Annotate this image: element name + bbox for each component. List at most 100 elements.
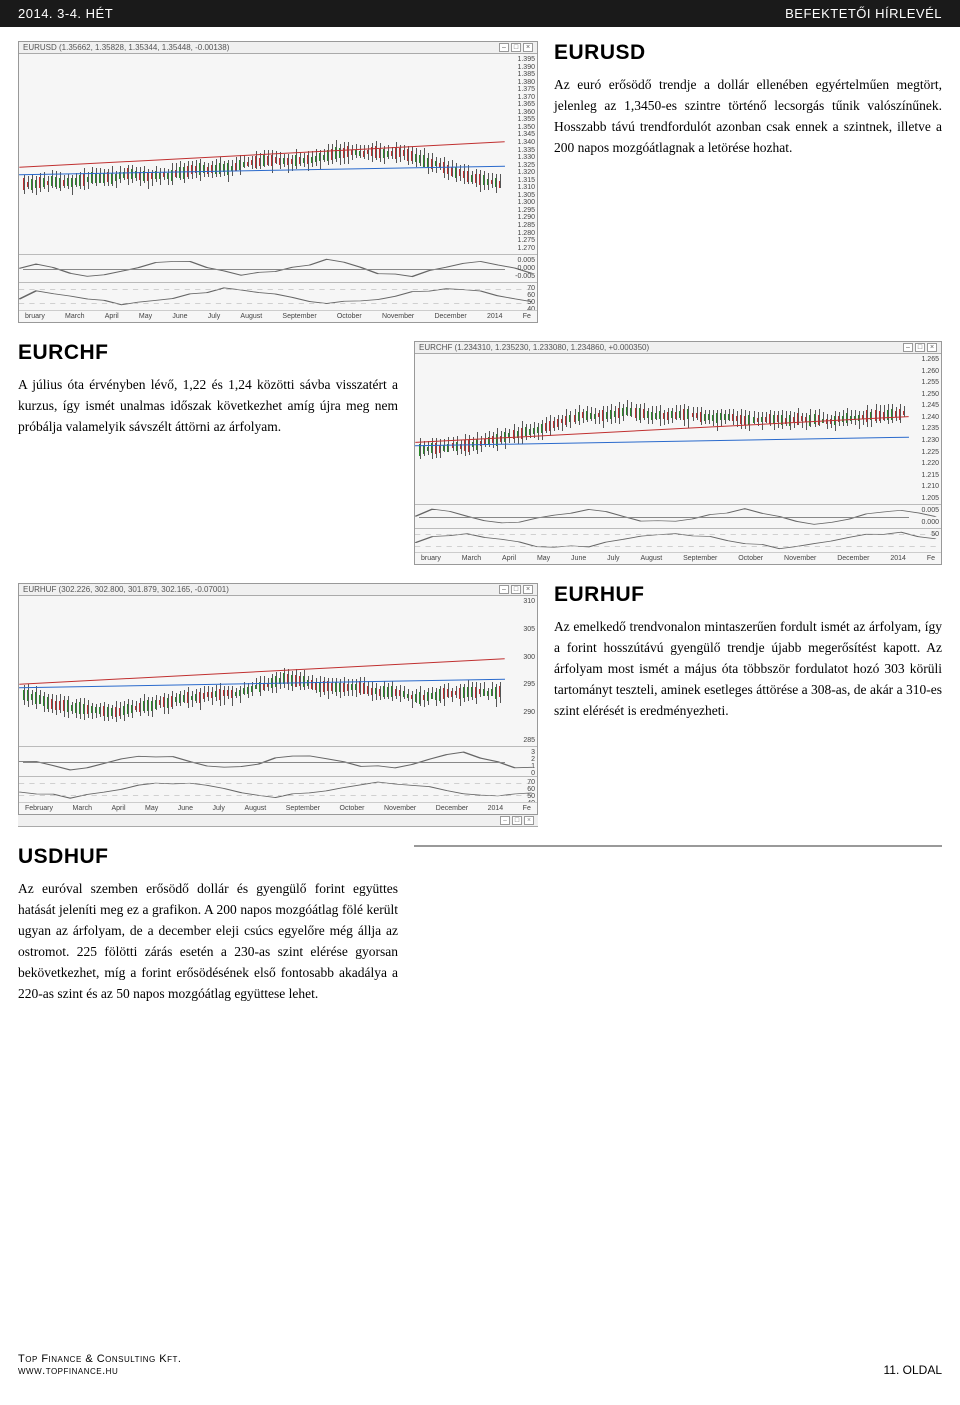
ytick-label: 1.275	[517, 237, 535, 244]
ytick-label: 2	[529, 756, 535, 763]
xtick-label: October	[337, 313, 362, 320]
window-btn: ×	[927, 343, 937, 352]
chart-titlebar: EURCHF (1.234310, 1.235230, 1.233080, 1.…	[415, 342, 941, 354]
ytick-label: 1.395	[517, 56, 535, 63]
chart-eurhuf: EURHUF (302.226, 302.800, 301.879, 302.1…	[18, 583, 538, 815]
xtick-label: November	[384, 805, 416, 812]
xtick-label: March	[462, 555, 481, 562]
xtick-label: bruary	[25, 313, 45, 320]
ytick-label: 70	[527, 779, 535, 786]
window-btn: ×	[523, 43, 533, 52]
ytick-label: 1.210	[921, 483, 939, 490]
xtick-label: 2014	[488, 805, 504, 812]
xtick-label: July	[208, 313, 220, 320]
chart-sub-panel-1: 3210-1-2	[19, 746, 537, 776]
ytick-label: 300	[523, 654, 535, 661]
ytick-label: 1.285	[517, 222, 535, 229]
ytick-label: 1.245	[921, 402, 939, 409]
ytick-label: 1.375	[517, 86, 535, 93]
ytick-label: 1.265	[921, 356, 939, 363]
xtick-label: December	[436, 805, 468, 812]
window-btn: –	[499, 585, 509, 594]
ytick-label: 1.260	[921, 368, 939, 375]
ytick-label: 1.320	[517, 169, 535, 176]
xtick-label: March	[73, 805, 92, 812]
ytick-label: 1.385	[517, 71, 535, 78]
ytick-label: 1.240	[921, 414, 939, 421]
ytick-label: 310	[523, 598, 535, 605]
ytick-label: 60	[527, 292, 535, 299]
xtick-label: December	[434, 313, 466, 320]
chart-xaxis: FebruaryMarchAprilMayJuneJulyAugustSepte…	[19, 802, 537, 814]
chart-ohlc-text: EURCHF (1.234310, 1.235230, 1.233080, 1.…	[419, 343, 649, 352]
chart-ohlc-text: EURHUF (302.226, 302.800, 301.879, 302.1…	[23, 585, 229, 594]
ytick-label: 40	[527, 306, 535, 310]
xtick-label: October	[738, 555, 763, 562]
chart-ohlc-text: EURUSD (1.35662, 1.35828, 1.35344, 1.354…	[23, 43, 229, 52]
window-btn: ×	[524, 816, 534, 825]
chart-yaxis: 1.2651.2601.2551.2501.2451.2401.2351.230…	[921, 354, 939, 504]
window-btn: –	[903, 343, 913, 352]
chart-window-buttons: –□×	[500, 816, 534, 825]
ytick-label: 1.370	[517, 94, 535, 101]
ytick-label: 1.355	[517, 116, 535, 123]
ytick-label: 1.295	[517, 207, 535, 214]
ytick-label: 3	[529, 749, 535, 756]
xtick-label: September	[683, 555, 717, 562]
ytick-label: 1.360	[517, 109, 535, 116]
eurchf-body: A július óta érvényben lévő, 1,22 és 1,2…	[18, 375, 398, 438]
chart-eurchf: EURCHF (1.234310, 1.235230, 1.233080, 1.…	[414, 341, 942, 565]
xtick-label: September	[282, 313, 316, 320]
section-eurusd: EURUSD (1.35662, 1.35828, 1.35344, 1.354…	[18, 41, 942, 323]
chart-usdhuf	[414, 845, 942, 847]
xtick-label: May	[145, 805, 158, 812]
ytick-label: 1.335	[517, 147, 535, 154]
chart-sub-panel-1: 0.0050.000-0.005	[19, 254, 537, 282]
xtick-label: June	[571, 555, 586, 562]
chart-xaxis: bruaryMarchAprilMayJuneJulyAugustSeptemb…	[415, 552, 941, 564]
ytick-label: 1.220	[921, 460, 939, 467]
eurhuf-body: Az emelkedő trendvonalon mintaszerűen fo…	[554, 617, 942, 722]
xtick-label: 2014	[487, 313, 503, 320]
xtick-label: August	[640, 555, 662, 562]
ytick-label: 1.280	[517, 230, 535, 237]
chart-titlebar: EURHUF (302.226, 302.800, 301.879, 302.1…	[19, 584, 537, 596]
ytick-label: 0.005	[921, 507, 939, 514]
ytick-label: 50	[527, 793, 535, 800]
usdhuf-title: USDHUF	[18, 845, 398, 869]
xtick-label: April	[502, 555, 516, 562]
ytick-label: 1.215	[921, 472, 939, 479]
eurhuf-title: EURHUF	[554, 583, 942, 607]
eurchf-title: EURCHF	[18, 341, 398, 365]
ytick-label: 0.005	[515, 257, 535, 264]
xtick-label: April	[105, 313, 119, 320]
ytick-label: 1.330	[517, 154, 535, 161]
footer: Top Finance & Consulting Kft. www.topfin…	[0, 1343, 960, 1391]
header-title: BEFEKTETŐI HÍRLEVÉL	[785, 6, 942, 21]
ytick-label: 1.315	[517, 177, 535, 184]
ytick-label: 1.230	[921, 437, 939, 444]
ytick-label: 290	[523, 709, 535, 716]
window-btn: □	[511, 585, 521, 594]
ytick-label: 60	[527, 786, 535, 793]
window-btn: –	[499, 43, 509, 52]
ytick-label: 1.325	[517, 162, 535, 169]
ytick-label: 1.235	[921, 425, 939, 432]
xtick-label: September	[286, 805, 320, 812]
section-eurhuf: EURHUF (302.226, 302.800, 301.879, 302.1…	[18, 583, 942, 827]
ytick-label: 1.365	[517, 101, 535, 108]
ytick-label: 1.310	[517, 184, 535, 191]
ytick-label: 1.225	[921, 449, 939, 456]
chart-window-buttons: –□×	[499, 43, 533, 52]
section-usdhuf: USDHUF Az euróval szemben erősödő dollár…	[18, 845, 942, 1005]
ytick-label: 1.270	[517, 245, 535, 252]
ytick-label: 1.340	[517, 139, 535, 146]
xtick-label: Fe	[523, 313, 531, 320]
xtick-label: June	[172, 313, 187, 320]
xtick-label: July	[212, 805, 224, 812]
chart-main-panel: 1.3951.3901.3851.3801.3751.3701.3651.360…	[19, 54, 537, 254]
xtick-label: May	[139, 313, 152, 320]
xtick-label: June	[178, 805, 193, 812]
ytick-label: 1.350	[517, 124, 535, 131]
chart-eurusd: EURUSD (1.35662, 1.35828, 1.35344, 1.354…	[18, 41, 538, 323]
